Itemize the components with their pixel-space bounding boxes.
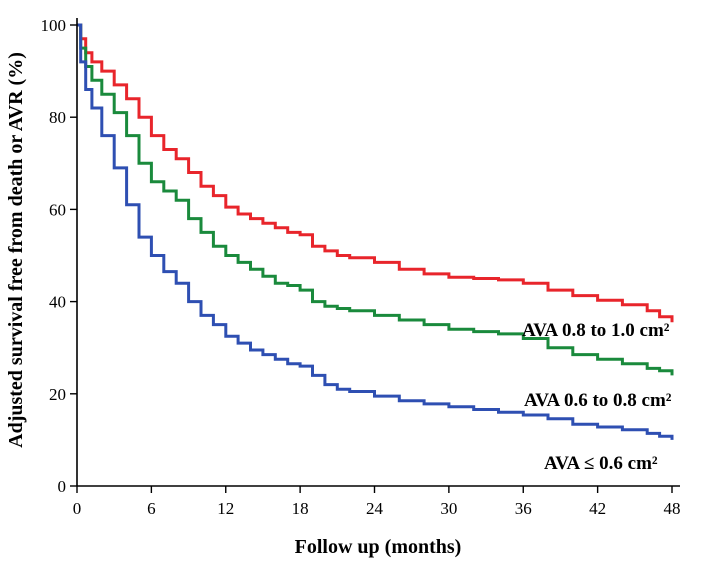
x-tick-label-6: 6 bbox=[147, 499, 156, 518]
series-layer bbox=[77, 23, 674, 440]
series-line-0 bbox=[77, 23, 674, 323]
x-axis-title: Follow up (months) bbox=[295, 536, 462, 558]
x-tick-label-48: 48 bbox=[664, 499, 681, 518]
x-tick-label-30: 30 bbox=[440, 499, 457, 518]
y-tick-label-100: 100 bbox=[41, 16, 67, 35]
x-tick-label-24: 24 bbox=[366, 499, 384, 518]
ticks-layer: 0 6 12 18 24 30 36 42 48 0 20 40 60 80 100 bbox=[41, 16, 681, 518]
annotation-ava-08-10: AVA 0.8 to 1.0 cm² bbox=[522, 320, 670, 341]
x-tick-label-0: 0 bbox=[73, 499, 82, 518]
annotations-layer: AVA 0.8 to 1.0 cm² AVA 0.6 to 0.8 cm² AV… bbox=[522, 320, 672, 474]
y-tick-label-60: 60 bbox=[49, 200, 66, 219]
annotation-ava-le-06: AVA ≤ 0.6 cm² bbox=[544, 453, 658, 474]
x-tick-label-36: 36 bbox=[515, 499, 532, 518]
series-line-2 bbox=[77, 23, 674, 440]
y-axis-title: Adjusted survival free from death or AVR… bbox=[5, 52, 27, 448]
y-tick-label-80: 80 bbox=[49, 108, 66, 127]
axes-layer bbox=[76, 18, 680, 487]
x-tick-label-18: 18 bbox=[292, 499, 309, 518]
annotation-ava-06-08: AVA 0.6 to 0.8 cm² bbox=[524, 390, 672, 411]
y-tick-label-20: 20 bbox=[49, 385, 66, 404]
y-tick-label-0: 0 bbox=[58, 477, 67, 496]
x-tick-label-42: 42 bbox=[589, 499, 606, 518]
y-tick-label-40: 40 bbox=[49, 293, 66, 312]
series-line-1 bbox=[77, 23, 674, 376]
x-tick-label-12: 12 bbox=[217, 499, 234, 518]
